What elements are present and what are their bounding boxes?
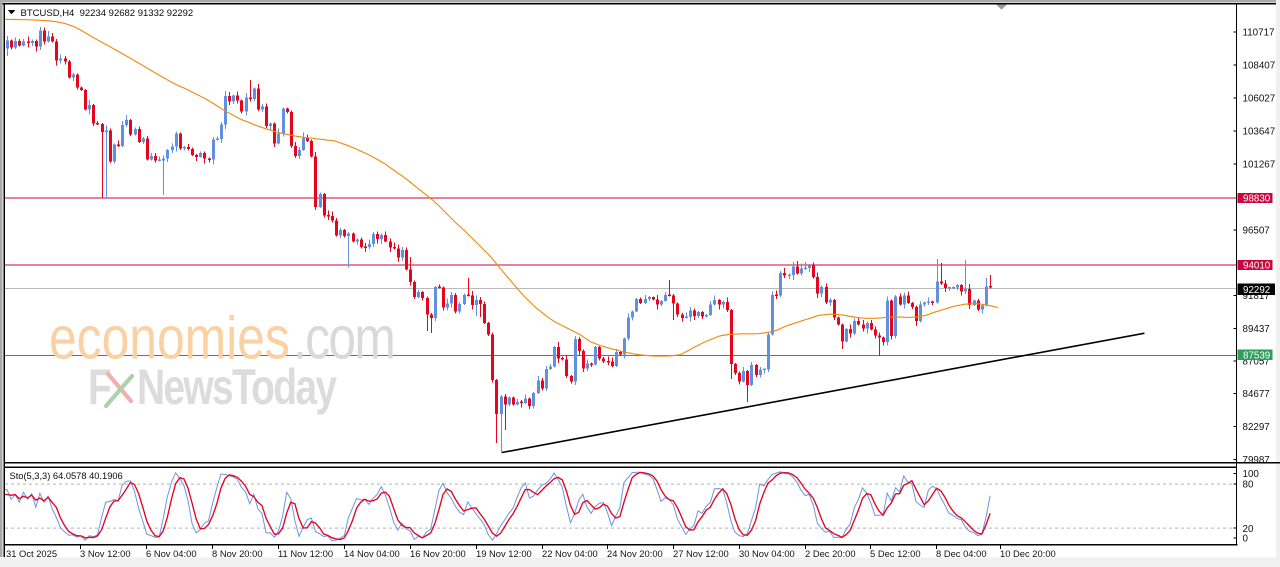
svg-text:96507: 96507 bbox=[1243, 226, 1270, 237]
svg-text:14 Nov 04:00: 14 Nov 04:00 bbox=[344, 548, 400, 559]
svg-text:0: 0 bbox=[1243, 534, 1249, 545]
svg-text:101267: 101267 bbox=[1243, 160, 1276, 171]
svg-text:94010: 94010 bbox=[1243, 261, 1271, 272]
svg-text:11 Nov 12:00: 11 Nov 12:00 bbox=[278, 548, 333, 559]
svg-text:6 Nov 04:00: 6 Nov 04:00 bbox=[146, 548, 197, 559]
svg-text:16 Nov 20:00: 16 Nov 20:00 bbox=[410, 548, 466, 559]
svg-text:89437: 89437 bbox=[1243, 324, 1270, 335]
svg-text:100: 100 bbox=[1243, 469, 1260, 480]
svg-text:2 Dec 20:00: 2 Dec 20:00 bbox=[805, 548, 856, 559]
svg-text:10 Dec 20:00: 10 Dec 20:00 bbox=[1000, 548, 1056, 559]
svg-text:24 Nov 20:00: 24 Nov 20:00 bbox=[607, 548, 663, 559]
svg-text:22 Nov 04:00: 22 Nov 04:00 bbox=[542, 548, 598, 559]
svg-text:106027: 106027 bbox=[1243, 94, 1276, 105]
svg-text:84677: 84677 bbox=[1243, 389, 1270, 400]
svg-text:8 Nov 20:00: 8 Nov 20:00 bbox=[212, 548, 263, 559]
svg-text:92292: 92292 bbox=[1243, 285, 1270, 296]
svg-text:3 Nov 12:00: 3 Nov 12:00 bbox=[80, 548, 131, 559]
svg-text:108407: 108407 bbox=[1243, 61, 1276, 72]
svg-text:30 Nov 04:00: 30 Nov 04:00 bbox=[739, 548, 795, 559]
svg-text:98830: 98830 bbox=[1243, 194, 1271, 205]
svg-text:79987: 79987 bbox=[1243, 455, 1270, 466]
svg-text:BTCUSD,H4 92234 92682 91332 9: BTCUSD,H4 92234 92682 91332 92292 bbox=[21, 8, 194, 19]
svg-text:82297: 82297 bbox=[1243, 422, 1270, 433]
svg-text:19 Nov 12:00: 19 Nov 12:00 bbox=[476, 548, 532, 559]
svg-text:110717: 110717 bbox=[1243, 28, 1275, 39]
svg-text:20: 20 bbox=[1243, 524, 1254, 535]
svg-text:8 Dec 04:00: 8 Dec 04:00 bbox=[936, 548, 987, 559]
svg-text:27 Nov 12:00: 27 Nov 12:00 bbox=[673, 548, 729, 559]
svg-text:91817: 91817 bbox=[1243, 291, 1270, 302]
svg-text:87539: 87539 bbox=[1243, 351, 1270, 362]
svg-text:5 Dec 12:00: 5 Dec 12:00 bbox=[870, 548, 921, 559]
svg-text:31 Oct 2025: 31 Oct 2025 bbox=[6, 548, 57, 559]
svg-text:80: 80 bbox=[1243, 480, 1254, 491]
svg-text:87057: 87057 bbox=[1243, 357, 1270, 368]
svg-text:Sto(5,3,3) 64.0578 40.1906: Sto(5,3,3) 64.0578 40.1906 bbox=[10, 471, 123, 481]
svg-text:NewsToday: NewsToday bbox=[137, 358, 337, 415]
svg-text:103647: 103647 bbox=[1243, 127, 1276, 138]
svg-text:.com: .com bbox=[293, 304, 394, 371]
svg-text:economies: economies bbox=[49, 304, 290, 371]
svg-text:F: F bbox=[88, 358, 111, 415]
